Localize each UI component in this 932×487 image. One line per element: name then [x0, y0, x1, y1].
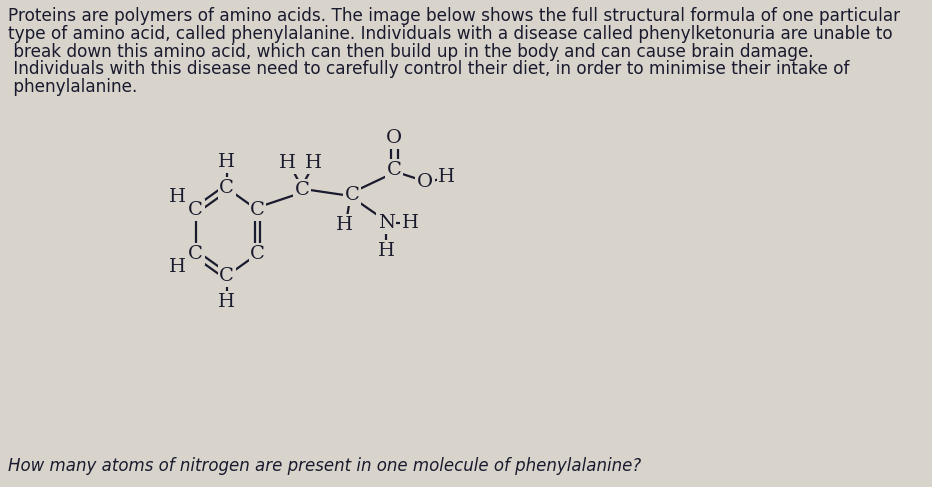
Text: H: H — [336, 216, 352, 234]
Text: Proteins are polymers of amino acids. The image below shows the full structural : Proteins are polymers of amino acids. Th… — [8, 7, 900, 25]
Text: C: C — [250, 245, 265, 263]
Text: H: H — [169, 188, 186, 206]
Text: C: C — [188, 245, 203, 263]
Text: H: H — [438, 168, 456, 186]
Text: H: H — [305, 154, 322, 172]
Text: C: C — [188, 201, 203, 219]
Text: C: C — [250, 201, 265, 219]
Text: H: H — [218, 153, 235, 171]
Text: H: H — [402, 214, 419, 232]
Text: O: O — [386, 129, 403, 147]
Text: C: C — [345, 186, 360, 204]
Text: O: O — [417, 173, 433, 191]
Text: C: C — [295, 181, 309, 199]
Text: N: N — [377, 214, 394, 232]
Text: C: C — [387, 161, 402, 179]
Text: Individuals with this disease need to carefully control their diet, in order to : Individuals with this disease need to ca… — [8, 60, 850, 78]
Text: H: H — [377, 242, 394, 260]
Text: H: H — [169, 258, 186, 276]
Text: How many atoms of nitrogen are present in one molecule of phenylalanine?: How many atoms of nitrogen are present i… — [8, 457, 641, 475]
Text: phenylalanine.: phenylalanine. — [8, 78, 137, 96]
Text: H: H — [218, 293, 235, 311]
Text: C: C — [219, 179, 234, 197]
Text: break down this amino acid, which can then build up in the body and can cause br: break down this amino acid, which can th… — [8, 42, 814, 60]
Text: C: C — [219, 267, 234, 285]
Text: type of amino acid, called phenylalanine. Individuals with a disease called phen: type of amino acid, called phenylalanine… — [8, 25, 893, 43]
Text: H: H — [279, 154, 296, 172]
